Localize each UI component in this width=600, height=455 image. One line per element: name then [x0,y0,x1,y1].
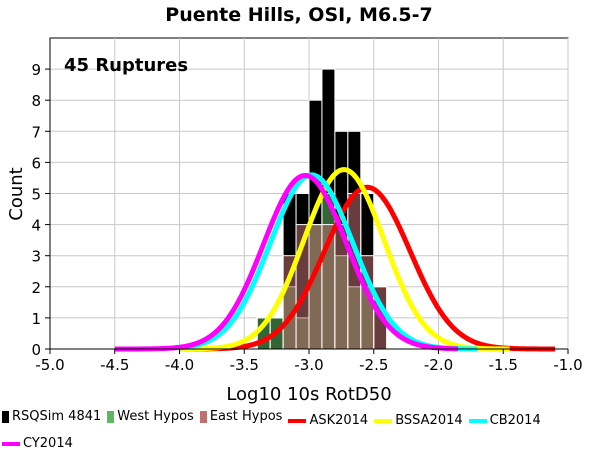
x-tick-label-5: -2.5 [359,356,388,374]
y-tick-label-4: 4 [31,217,41,235]
y-tick-label-8: 8 [31,92,41,110]
histogram-bars [256,68,388,350]
x-tick-label-7: -1.5 [489,356,518,374]
legend-swatch [288,419,307,423]
chart: Puente Hills, OSI, M6.5-7 -5.0 -4.5 -4.0 -3… [6,4,583,405]
legend-swatch [2,411,9,423]
legend-label: BSSA2014 [395,413,463,428]
legend-label: CY2014 [23,436,73,451]
legend-item-east-hypos: East Hypos [199,406,283,428]
y-tick-label-9: 9 [31,61,41,79]
y-axis-label: Count [6,167,27,220]
rupture-count-annotation: 45 Ruptures [64,55,188,76]
y-tick-label-3: 3 [31,248,41,266]
y-tick-label-0: 0 [31,341,41,359]
legend-label: CB2014 [489,413,541,428]
legend-item-west-hypos: West Hypos [107,406,194,428]
legend-item-cy2014: CY2014 [2,433,73,455]
chart-title: Puente Hills, OSI, M6.5-7 [165,4,432,26]
gmpe-curves [114,167,556,352]
x-tick-label-4: -3.0 [294,356,323,374]
legend-label: East Hypos [209,409,283,424]
x-tick-label-1: -4.5 [100,356,129,374]
y-tick-label-7: 7 [31,123,41,141]
x-tick-label-0: -5.0 [35,356,64,374]
legend-item-bssa2014: BSSA2014 [374,410,463,432]
y-tick-label-6: 6 [31,154,41,172]
x-tick-label-3: -3.5 [230,356,259,374]
legend-label: West Hypos [117,409,194,424]
legend: RSQSim 4841 West Hypos East Hypos ASK2014 BS… [2,406,598,455]
x-tick-label-6: -2.0 [424,356,453,374]
x-tick-label-2: -4.0 [165,356,194,374]
legend-swatch [107,411,115,423]
legend-swatch [468,419,487,423]
legend-swatch [2,442,20,446]
axes: -5.0 -4.5 -4.0 -3.5 -3.0 -2.5 -2.0 -1.5 -1.0 0 1 2 3… [31,38,583,374]
y-tick-label-1: 1 [31,310,41,328]
x-axis-label: Log10 10s RotD50 [226,384,391,405]
legend-item-cb2014: CB2014 [468,410,541,432]
y-tick-label-5: 5 [31,186,41,204]
legend-label: ASK2014 [309,413,369,428]
curve-cy2014 [114,172,459,352]
legend-label: RSQSim 4841 [12,409,102,424]
x-tick-label-8: -1.0 [553,356,582,374]
curve-bssa2014 [179,167,511,352]
legend-item-ask2014: ASK2014 [288,410,368,432]
legend-swatch [374,419,393,423]
legend-swatch [199,411,207,423]
y-tick-label-2: 2 [31,279,41,297]
legend-item-rsqsim-4841: RSQSim 4841 [2,406,101,428]
